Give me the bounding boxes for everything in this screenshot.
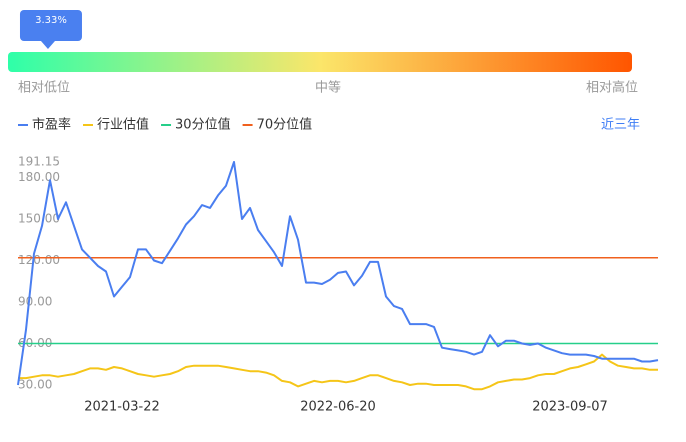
legend: 市盈率 行业估值 30分位值 70分位值 — [18, 117, 312, 133]
gauge-high-label: 相对高位 — [586, 80, 638, 96]
x-tick-label: 2021-03-22 — [84, 400, 160, 415]
y-tick-label: 150.00 — [18, 211, 60, 225]
x-tick-label: 2023-09-07 — [532, 400, 608, 415]
y-tick-label: 30.00 — [18, 378, 52, 392]
plot: 30.0060.0090.00120.00150.00180.00191.152… — [17, 155, 659, 415]
x-tick-label: 2022-06-20 — [300, 400, 376, 415]
y-tick-label: 191.15 — [18, 155, 60, 169]
y-tick-label: 90.00 — [18, 294, 52, 308]
gauge-mid-label: 中等 — [315, 80, 341, 96]
series-line — [18, 353, 658, 391]
y-tick-label: 120.00 — [18, 253, 60, 267]
gauge-tooltip: 3.33% — [19, 10, 82, 49]
legend-label[interactable]: 70分位值 — [257, 117, 313, 133]
tooltip-label: 3.33% — [35, 15, 67, 26]
y-tick-label: 180.00 — [18, 170, 60, 184]
legend-label[interactable]: 30分位值 — [175, 117, 231, 133]
series-line — [17, 161, 659, 386]
legend-label[interactable]: 市盈率 — [32, 117, 71, 133]
legend-label[interactable]: 行业估值 — [97, 117, 149, 133]
gauge-bar — [8, 52, 632, 72]
tooltip-pointer — [40, 41, 55, 49]
range-button[interactable]: 近三年 — [601, 118, 640, 133]
tooltip-box — [19, 10, 82, 41]
gauge-low-label: 相对低位 — [18, 81, 70, 96]
